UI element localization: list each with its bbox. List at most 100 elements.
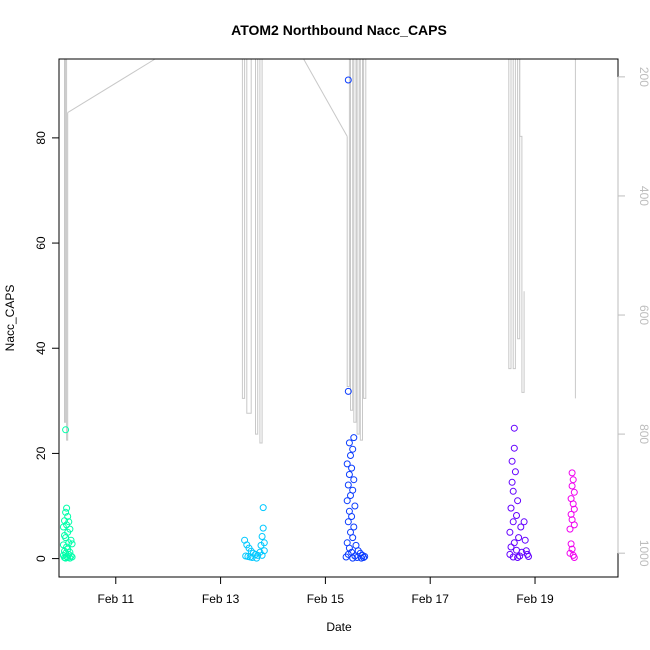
data-point [509, 518, 517, 526]
y-tick-label: 80 [34, 131, 48, 145]
altitude-trace-line [241, 59, 246, 399]
data-point [349, 534, 357, 542]
data-point [566, 525, 574, 533]
x-tick-label: Feb 13 [202, 592, 240, 606]
data-point [345, 439, 353, 447]
altitude-trace-line [66, 59, 69, 441]
data-point [348, 464, 356, 472]
x-tick-label: Feb 17 [412, 592, 450, 606]
data-point [351, 502, 359, 510]
x-tick-label: Feb 15 [307, 592, 345, 606]
y-axis-label: Nacc_CAPS [3, 285, 17, 352]
data-point [525, 553, 532, 560]
data-point [513, 512, 520, 519]
secondary-axis-tick-label: 800 [637, 424, 650, 444]
altitude-trace-line [259, 59, 263, 444]
data-point [260, 539, 268, 547]
altitude-trace-line [350, 59, 354, 411]
data-point [520, 518, 528, 526]
data-point [62, 426, 70, 434]
scatter-points [59, 76, 578, 562]
data-point [349, 445, 357, 453]
data-point [506, 528, 514, 536]
data-point [259, 524, 267, 532]
data-point [361, 553, 369, 560]
data-point [521, 536, 529, 544]
data-point [62, 508, 70, 516]
data-point [350, 434, 358, 442]
data-point [343, 460, 351, 468]
data-point [59, 523, 67, 531]
data-point [509, 553, 517, 561]
data-point [357, 554, 365, 562]
data-point [344, 481, 352, 489]
axes: Feb 11 Feb 13 Feb 15 Feb 17 Feb 19 0 20 40 60 80 2… [34, 58, 650, 606]
altitude-trace-line [519, 59, 525, 393]
data-point [517, 523, 525, 531]
y-tick-label: 40 [34, 341, 48, 355]
secondary-axis-tick-label: 400 [637, 186, 650, 206]
data-point [62, 554, 70, 562]
data-point [349, 554, 357, 562]
data-point [350, 476, 358, 484]
altitude-trace-line [67, 58, 156, 114]
data-point [510, 539, 518, 547]
altitude-trace-line [303, 58, 348, 137]
data-point [507, 504, 515, 512]
data-point [507, 543, 515, 551]
data-point [66, 554, 74, 562]
data-point [343, 497, 351, 505]
data-point [509, 487, 517, 495]
data-point [569, 500, 577, 508]
data-point [347, 452, 354, 459]
y-tick-label: 0 [34, 555, 48, 562]
altitude-trace-line [246, 59, 252, 414]
y-tick-label: 20 [34, 446, 48, 460]
data-point [510, 444, 518, 452]
data-point [567, 540, 575, 548]
altitude-trace-line [363, 59, 367, 399]
altitude-trace-line [353, 59, 357, 423]
x-tick-label: Feb 19 [516, 592, 554, 606]
data-point [570, 521, 578, 529]
data-point [570, 505, 578, 513]
data-point [570, 554, 578, 561]
altitude-trace-line [359, 59, 363, 441]
data-point [63, 504, 71, 512]
data-point [350, 523, 358, 531]
x-tick-label: Feb 11 [98, 592, 135, 606]
data-point [510, 424, 518, 432]
altitude-trace-line [356, 59, 360, 435]
data-point [508, 478, 516, 486]
altitude-trace-line [346, 59, 350, 387]
data-point [344, 76, 352, 84]
altitude-trace-line [508, 59, 512, 370]
data-point [248, 554, 256, 561]
secondary-axis-tick-label: 200 [637, 67, 650, 87]
data-point [569, 476, 577, 484]
data-point [345, 471, 353, 478]
data-point [344, 518, 352, 526]
data-point [347, 492, 354, 499]
data-point [259, 504, 267, 512]
chart-title: ATOM2 Northbound Nacc_CAPS [231, 22, 447, 38]
data-point [515, 534, 523, 542]
data-point [514, 554, 522, 561]
data-point [568, 469, 576, 477]
plot-frame [58, 58, 619, 578]
y-tick-label: 60 [34, 236, 48, 250]
data-point [508, 457, 516, 465]
altitude-trace-line [64, 59, 67, 423]
altitude-trace-line [512, 59, 516, 370]
data-point [344, 387, 352, 395]
data-point [522, 547, 530, 555]
data-point [511, 468, 519, 476]
altitude-trace [64, 58, 576, 444]
data-point [258, 533, 266, 540]
data-point [342, 553, 350, 561]
data-point [62, 534, 70, 542]
altitude-trace-line [255, 59, 259, 435]
altitude-trace-line [517, 59, 521, 340]
secondary-axis-tick-label: 1000 [637, 540, 650, 567]
